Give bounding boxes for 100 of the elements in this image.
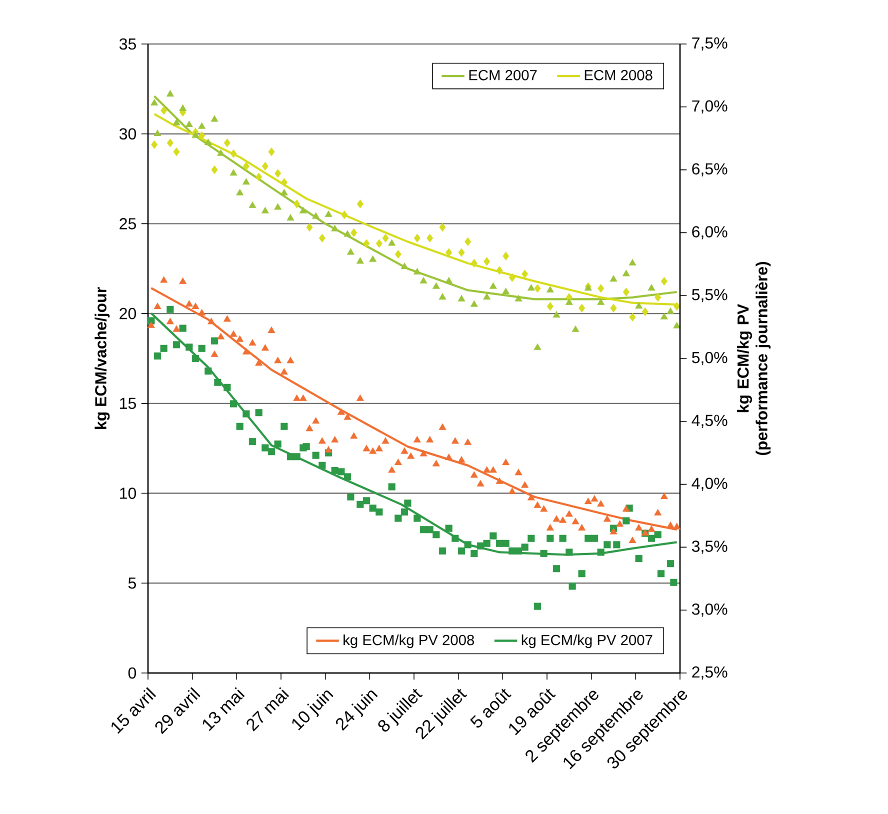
point [242,162,250,171]
point [268,147,275,156]
point [622,270,630,276]
point [400,262,408,270]
point [166,138,174,148]
point [527,284,535,291]
point [508,273,516,282]
y-tick-label: 15 [120,398,136,409]
point [635,302,643,309]
point [236,188,244,196]
x-tick-label: 10 juin [292,690,334,730]
point [185,120,193,128]
point [350,228,358,238]
point [210,115,218,122]
point [439,222,446,232]
y-tick-label: 25 [120,218,136,230]
point [446,248,452,257]
point [642,307,648,316]
point [341,210,348,220]
point [470,258,478,268]
point [438,293,446,300]
point [654,293,662,302]
y2-tick-label: 5,0% [692,352,728,366]
point [173,147,180,156]
x-tick-label: 13 mai [202,687,245,732]
point [376,239,382,248]
y-tick-label: 35 [119,38,136,50]
y2-tick-label: 3,5% [692,540,728,554]
point [502,252,510,260]
point [356,257,364,264]
point [346,248,354,255]
point [458,248,465,257]
point [394,250,402,259]
point [306,222,313,232]
point [628,258,636,266]
legend-label: kg ECM/kg PV 2007 [522,634,652,648]
point [154,130,162,136]
point [294,200,300,208]
x-tick-label: 24 juin [336,690,378,731]
point [552,311,560,318]
point [534,284,541,293]
point [629,312,636,322]
point [179,104,187,111]
point [572,325,580,332]
point [369,255,377,262]
point [578,304,586,313]
y2-tick-label: 2,5% [692,666,728,680]
point [414,234,420,242]
legend-label: kg ECM/kg PV 2008 [344,634,474,648]
point [660,276,668,286]
point [224,138,230,148]
point [198,122,206,129]
y2-tick-label: 4,5% [692,414,728,428]
point [534,343,542,350]
point [211,165,218,174]
point [356,200,364,208]
point [230,169,238,176]
point [151,140,158,149]
point [344,230,352,237]
point [382,234,389,242]
point [648,284,656,291]
point [318,234,326,242]
point [598,284,604,293]
point [198,131,206,140]
point [230,149,237,158]
point [204,138,212,146]
point [445,276,453,284]
y2-tick-label: 5,5% [692,289,728,302]
y2-tick-label: 4,0% [692,478,728,491]
point [274,203,282,210]
point [286,214,294,221]
point [483,293,491,300]
y2-tick-label: 3,0% [692,603,728,617]
point [432,282,440,289]
point [262,162,268,171]
y2-tick-label: 6,0% [692,226,728,240]
y2-tick-label: 7,0% [692,100,728,114]
point [261,206,269,214]
point [666,307,674,314]
point [413,268,421,274]
point [496,266,503,275]
y2-tick-label: 7,5% [692,37,728,51]
point [150,98,158,106]
point [160,106,168,115]
y-tick-label: 0 [128,667,136,679]
point [673,322,681,328]
point [426,234,434,242]
y-tick-label: 20 [120,308,136,320]
point [546,302,554,311]
y-tick-label: 5 [128,578,136,589]
point [331,224,339,232]
point [522,270,528,278]
point [458,294,466,302]
y-tick-label: 10 [120,488,136,499]
point [363,239,370,248]
point [280,188,288,196]
point [274,169,282,178]
point [546,286,554,292]
point [502,288,510,294]
point [166,90,174,97]
